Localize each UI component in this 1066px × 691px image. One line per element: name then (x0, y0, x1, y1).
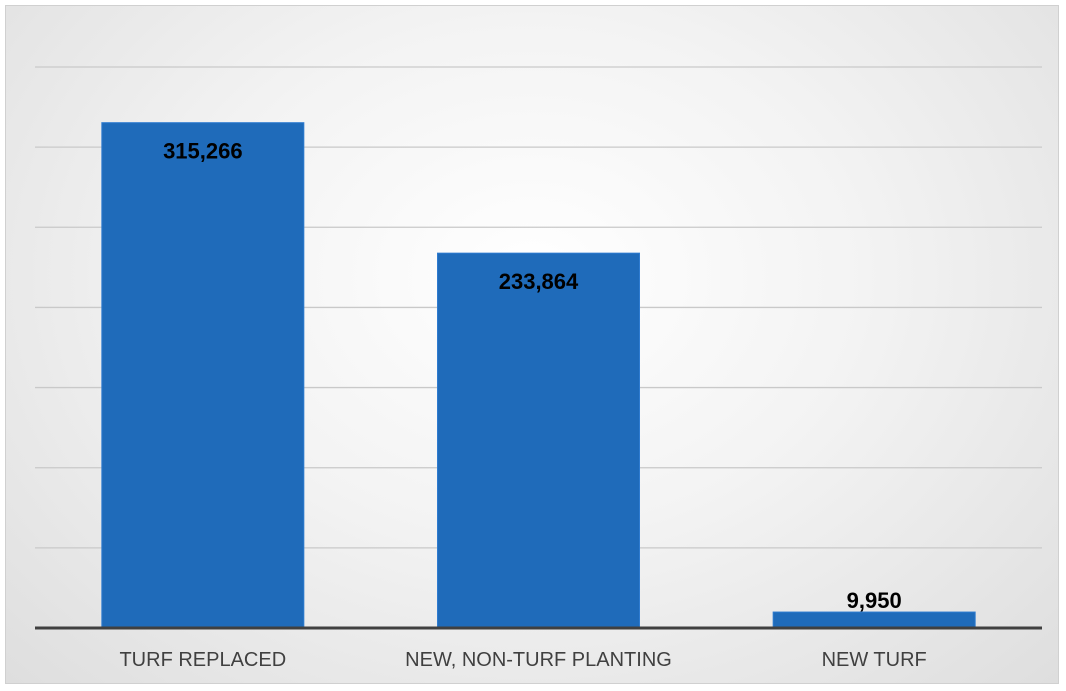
labels: 315,266 TURF REPLACED 233,864 NEW, NON-TURF… (119, 139, 926, 671)
bar (772, 611, 976, 629)
bar (101, 122, 305, 629)
data-label: 233,864 (499, 269, 579, 294)
bar (437, 252, 640, 629)
x-tick-label: TURF REPLACED (119, 649, 286, 671)
x-tick-label: NEW, NON-TURF PLANTING (405, 649, 672, 671)
data-label: 315,266 (163, 139, 243, 164)
bars (101, 122, 976, 629)
x-tick-label: NEW TURF (822, 649, 927, 671)
data-label: 9,950 (847, 588, 902, 613)
